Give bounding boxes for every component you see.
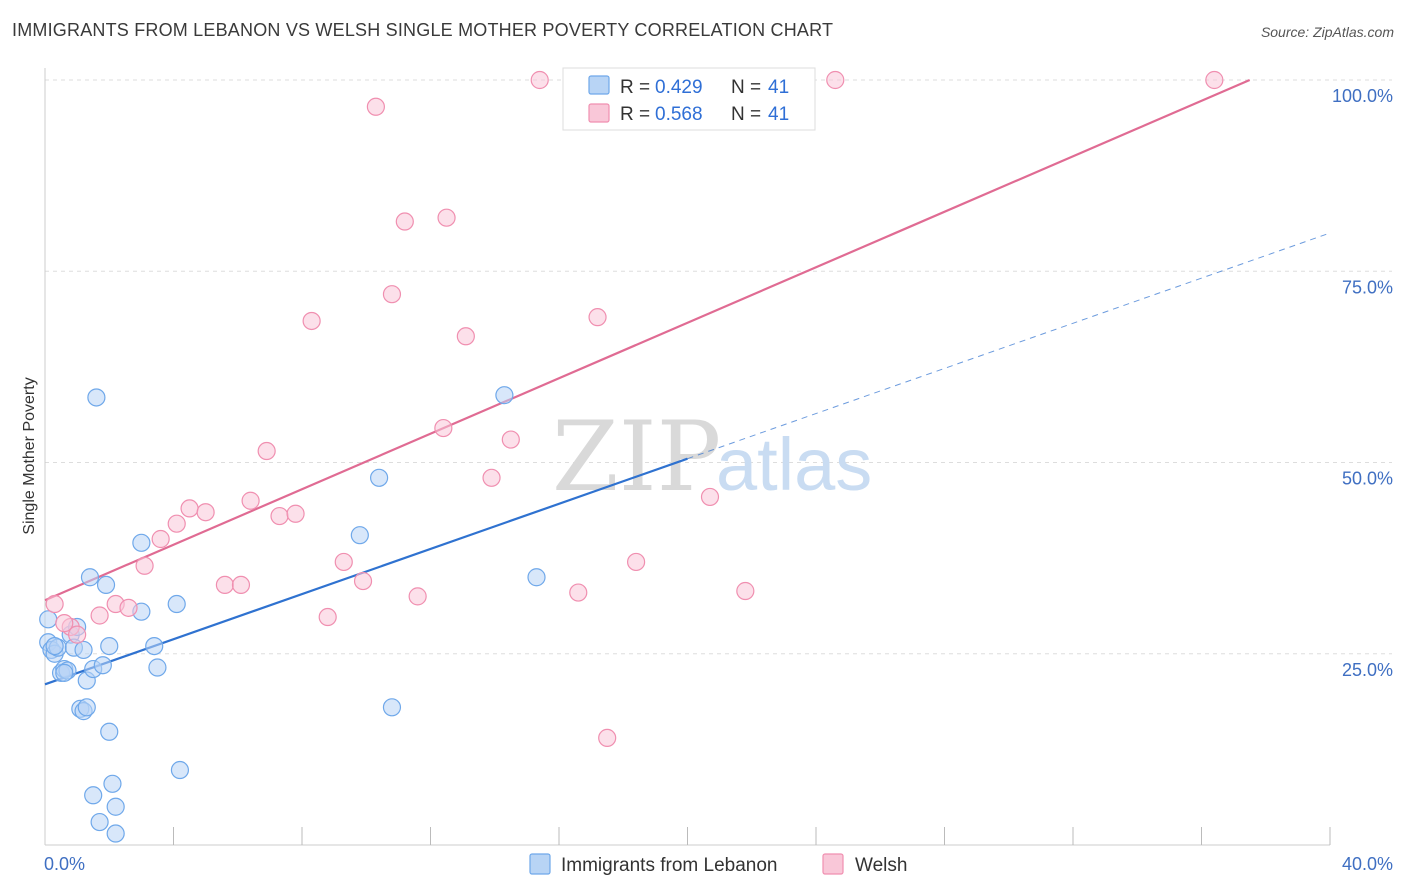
y-tick-label: 50.0%: [1342, 469, 1393, 489]
legend-r-label-lebanon: R =: [620, 77, 650, 98]
data-points: [39, 70, 1224, 843]
data-point-welsh: [318, 607, 337, 627]
legend-n-value-welsh: 41: [768, 104, 789, 125]
data-point-welsh: [1205, 70, 1224, 90]
data-point-lebanon: [132, 533, 151, 552]
watermark-atlas: atlas: [716, 423, 872, 506]
grid-lines: [45, 79, 1392, 655]
data-point-welsh: [270, 506, 289, 526]
x-tick-marks: [173, 827, 1331, 845]
legend-swatch-welsh: [588, 103, 610, 123]
data-point-lebanon: [74, 640, 93, 660]
data-point-welsh: [196, 503, 215, 522]
data-point-lebanon: [103, 774, 122, 793]
data-point-welsh: [215, 575, 234, 595]
data-point-lebanon: [495, 386, 514, 405]
data-point-welsh: [530, 70, 549, 90]
data-point-welsh: [569, 583, 588, 602]
data-point-lebanon: [55, 663, 74, 682]
data-point-welsh: [437, 208, 456, 227]
legend-top: R = 0.429 N = 41 R = 0.568 N = 41: [562, 67, 816, 131]
bottom-legend-swatch-welsh: [822, 853, 844, 875]
bottom-legend-label-lebanon: Immigrants from Lebanon: [561, 855, 778, 876]
data-point-welsh: [382, 285, 402, 304]
data-point-lebanon: [93, 656, 112, 675]
data-point-welsh: [395, 212, 414, 231]
data-point-welsh: [151, 529, 170, 549]
data-point-welsh: [257, 441, 276, 461]
x-tick-labels: 0.0% 40.0%: [44, 854, 1393, 874]
bottom-legend-swatch-lebanon: [529, 853, 551, 875]
legend-swatch-lebanon: [588, 75, 610, 95]
data-point-lebanon: [80, 568, 100, 587]
legend-r-value-welsh: 0.568: [655, 104, 703, 125]
data-point-lebanon: [90, 812, 109, 832]
trend-lines: [44, 78, 1331, 686]
data-point-lebanon: [77, 698, 96, 717]
data-point-welsh: [700, 487, 720, 507]
data-point-lebanon: [106, 797, 125, 816]
data-point-lebanon: [145, 636, 164, 656]
data-point-lebanon: [96, 575, 116, 595]
trend-line-welsh: [44, 78, 1251, 602]
data-point-welsh: [588, 308, 607, 327]
y-tick-label: 100.0%: [1332, 86, 1393, 106]
data-point-welsh: [456, 327, 475, 346]
data-point-welsh: [736, 581, 755, 601]
data-point-welsh: [366, 97, 385, 116]
data-point-lebanon: [100, 722, 119, 741]
data-point-welsh: [826, 70, 845, 90]
data-point-welsh: [241, 491, 260, 510]
data-point-lebanon: [148, 658, 167, 677]
legend-n-value-lebanon: 41: [768, 77, 789, 98]
legend-r-label-welsh: R =: [620, 104, 650, 125]
legend-n-label-lebanon: N =: [731, 77, 761, 98]
data-point-welsh: [135, 556, 154, 575]
data-point-welsh: [286, 504, 305, 523]
chart-title: IMMIGRANTS FROM LEBANON VS WELSH SINGLE …: [12, 20, 834, 40]
data-point-welsh: [167, 514, 186, 533]
data-point-welsh: [482, 468, 501, 487]
data-point-lebanon: [45, 636, 64, 656]
data-point-welsh: [55, 614, 74, 633]
data-point-welsh: [302, 311, 321, 331]
data-point-lebanon: [370, 468, 389, 487]
data-point-lebanon: [39, 610, 58, 629]
source-label: Source: ZipAtlas.com: [1260, 24, 1394, 40]
data-point-welsh: [180, 499, 199, 518]
data-point-welsh: [68, 625, 87, 644]
data-point-welsh: [626, 552, 646, 572]
legend-bottom: Immigrants from Lebanon Welsh: [529, 853, 907, 876]
data-point-lebanon: [106, 824, 125, 843]
data-point-welsh: [119, 598, 138, 617]
data-point-lebanon: [167, 594, 186, 614]
data-point-lebanon: [382, 698, 402, 717]
data-point-welsh: [231, 575, 251, 595]
data-point-welsh: [45, 594, 64, 614]
trend-extension-lebanon: [687, 232, 1331, 460]
bottom-legend-label-welsh: Welsh: [855, 855, 907, 876]
data-point-lebanon: [350, 526, 369, 545]
data-point-welsh: [353, 571, 373, 591]
data-point-welsh: [598, 728, 617, 748]
legend-n-label-welsh: N =: [731, 104, 761, 125]
y-tick-label: 75.0%: [1342, 277, 1393, 297]
x-tick-label: 0.0%: [44, 854, 85, 874]
data-point-lebanon: [87, 388, 106, 407]
data-point-lebanon: [170, 760, 190, 780]
legend-r-value-lebanon: 0.429: [655, 77, 703, 98]
data-point-lebanon: [84, 786, 103, 805]
y-axis-label: Single Mother Poverty: [21, 377, 38, 534]
data-point-welsh: [434, 418, 453, 438]
data-point-welsh: [501, 430, 520, 449]
data-point-lebanon: [100, 636, 119, 656]
y-tick-label: 25.0%: [1342, 660, 1393, 680]
data-point-welsh: [408, 587, 427, 606]
y-tick-labels: 25.0% 50.0% 75.0% 100.0%: [1332, 86, 1393, 680]
x-tick-label: 40.0%: [1342, 854, 1393, 874]
data-point-lebanon: [527, 568, 546, 587]
data-point-welsh: [90, 606, 109, 625]
data-point-welsh: [334, 552, 353, 572]
